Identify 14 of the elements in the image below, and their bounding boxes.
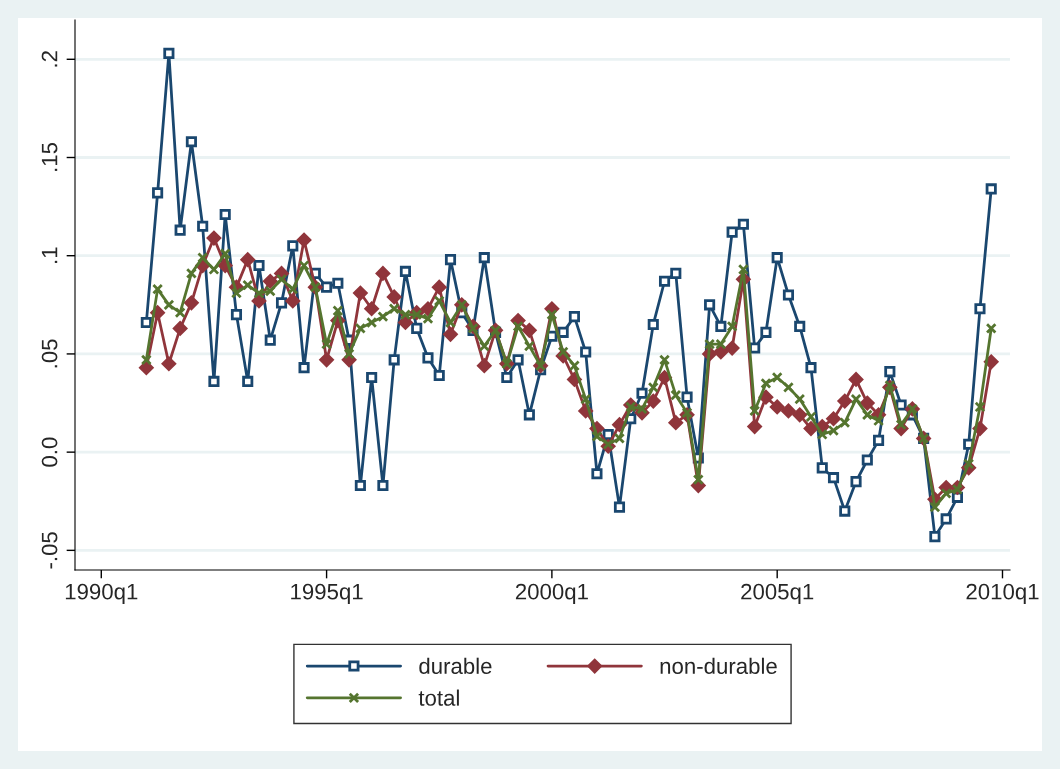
legend-label: durable: [419, 657, 492, 675]
x-tick-label: 1995q1: [291, 583, 363, 604]
y-tick-label: .15: [41, 142, 58, 171]
y-tick-label: .2: [41, 51, 58, 67]
y-tick-label: 0.0: [41, 437, 58, 467]
legend-label: total: [418, 689, 459, 706]
x-tick-label: 1990q1: [65, 583, 138, 604]
y-tick-label: -.05: [41, 532, 58, 569]
x-tick-label: 2000q1: [515, 583, 588, 604]
legend-label: non-durable: [660, 657, 777, 675]
x-tick-label: 2010q1: [966, 583, 1039, 604]
x-tick-label: 2005q1: [741, 583, 814, 604]
y-tick-label: .1: [41, 247, 58, 263]
y-tick-label: .05: [41, 339, 58, 368]
